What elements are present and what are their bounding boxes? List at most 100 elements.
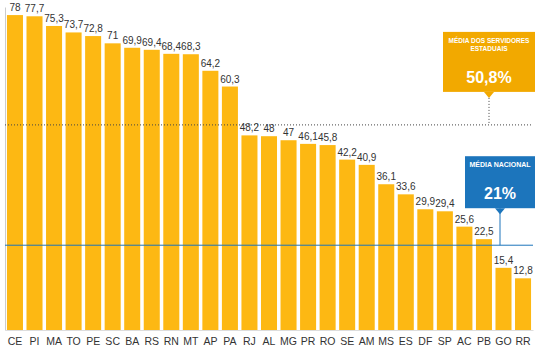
data-label: 77,7 (25, 3, 45, 14)
bar (378, 184, 394, 330)
x-tick-label: ES (399, 335, 413, 347)
x-tick-label: MT (183, 335, 199, 347)
chart-svg: 7877,775,373,772,87169,969,468,468,364,2… (0, 0, 543, 354)
x-tick-label: RR (515, 335, 531, 347)
box-pointer (495, 208, 505, 214)
plot: 7877,775,373,772,87169,969,468,468,364,2… (5, 2, 535, 347)
data-label: 72,8 (83, 23, 103, 34)
x-tick-label: PE (86, 335, 100, 347)
x-axis: CEPIMATOPESCBARSRNMTAPPARJALMGPRROSEAMMS… (6, 330, 534, 347)
bar (66, 32, 82, 330)
x-tick: MS (378, 330, 394, 347)
data-label: 29,4 (435, 198, 455, 209)
x-tick: SE (340, 330, 354, 347)
bar (46, 26, 62, 330)
x-tick: CE (8, 330, 23, 347)
data-label: 71 (107, 30, 119, 41)
x-tick-label: PI (30, 335, 40, 347)
bar (515, 278, 531, 330)
x-tick-label: AC (457, 335, 472, 347)
x-tick-label: MG (280, 335, 297, 347)
x-tick-label: RS (144, 335, 159, 347)
data-label: 36,1 (377, 171, 397, 182)
x-tick: PR (301, 330, 316, 347)
x-tick: RO (320, 330, 336, 347)
x-tick-label: PB (477, 335, 491, 347)
data-label: 29,9 (416, 196, 436, 207)
reference-box: MÉDIA NACIONAL21% (465, 156, 535, 245)
x-tick: RR (515, 330, 531, 347)
x-tick: MG (280, 330, 297, 347)
x-tick-label: SE (340, 335, 354, 347)
x-tick-label: PR (301, 335, 316, 347)
x-tick: AL (263, 330, 276, 347)
x-tick: RS (144, 330, 159, 347)
data-label: 12,8 (513, 265, 533, 276)
x-tick: BA (125, 330, 139, 347)
x-tick-label: MS (378, 335, 394, 347)
reference-line (5, 245, 533, 246)
bar (222, 87, 238, 330)
x-tick: PB (477, 330, 491, 347)
y-axis-line (5, 8, 6, 331)
data-label: 75,3 (44, 13, 64, 24)
bar (281, 140, 297, 330)
bar (183, 54, 199, 330)
x-tick: SC (105, 330, 120, 347)
x-tick: AC (457, 330, 472, 347)
box-label: MÉDIA DOS SERVIDORES (449, 36, 531, 44)
x-tick-label: RJ (243, 335, 256, 347)
x-tick: MA (46, 330, 62, 347)
x-tick-label: MA (46, 335, 62, 347)
x-tick: AP (203, 330, 217, 347)
bar (85, 36, 101, 330)
box-pointer (484, 92, 494, 98)
x-tick: PE (86, 330, 100, 347)
bar (417, 209, 433, 330)
data-label: 45,8 (318, 132, 338, 143)
bar (359, 165, 375, 330)
data-label: 42,2 (337, 147, 357, 158)
bar (320, 145, 336, 330)
bar (202, 71, 218, 330)
data-label: 33,6 (396, 181, 416, 192)
data-label: 69,4 (142, 37, 162, 48)
bar (300, 144, 316, 330)
reference-lines (5, 125, 533, 245)
x-tick: RN (164, 330, 179, 347)
data-label: 48,2 (240, 122, 260, 133)
data-label: 40,9 (357, 152, 377, 163)
x-tick-label: SP (438, 335, 452, 347)
x-tick: DF (418, 330, 432, 347)
chart-container: 7877,775,373,772,87169,969,468,468,364,2… (0, 0, 543, 354)
data-label: 68,4 (162, 41, 182, 52)
box-label: ESTADUAIS (470, 45, 508, 52)
bar (495, 268, 511, 330)
x-tick: MT (183, 330, 199, 347)
x-tick-label: GO (495, 335, 511, 347)
bar (476, 239, 492, 330)
bar (261, 136, 277, 330)
bar (124, 48, 140, 330)
bar (437, 211, 453, 330)
box-value: 50,8% (466, 69, 511, 86)
x-tick-label: RN (164, 335, 179, 347)
bar (105, 43, 121, 330)
data-label: 22,5 (474, 226, 494, 237)
bar (163, 54, 179, 330)
x-tick-label: AP (203, 335, 217, 347)
box-label: MÉDIA NACIONAL (469, 160, 531, 168)
x-tick-label: SC (105, 335, 120, 347)
bar (144, 50, 160, 330)
data-label: 64,2 (201, 58, 221, 69)
x-tick: PI (30, 330, 40, 347)
data-label: 15,4 (494, 255, 514, 266)
x-tick-label: TO (66, 335, 80, 347)
data-label: 46,1 (298, 131, 318, 142)
bar (398, 194, 414, 330)
data-label: 47 (283, 127, 295, 138)
x-tick-label: RO (320, 335, 336, 347)
box-bg (465, 156, 535, 208)
data-label: 73,7 (64, 19, 84, 30)
data-label: 48 (263, 123, 275, 134)
